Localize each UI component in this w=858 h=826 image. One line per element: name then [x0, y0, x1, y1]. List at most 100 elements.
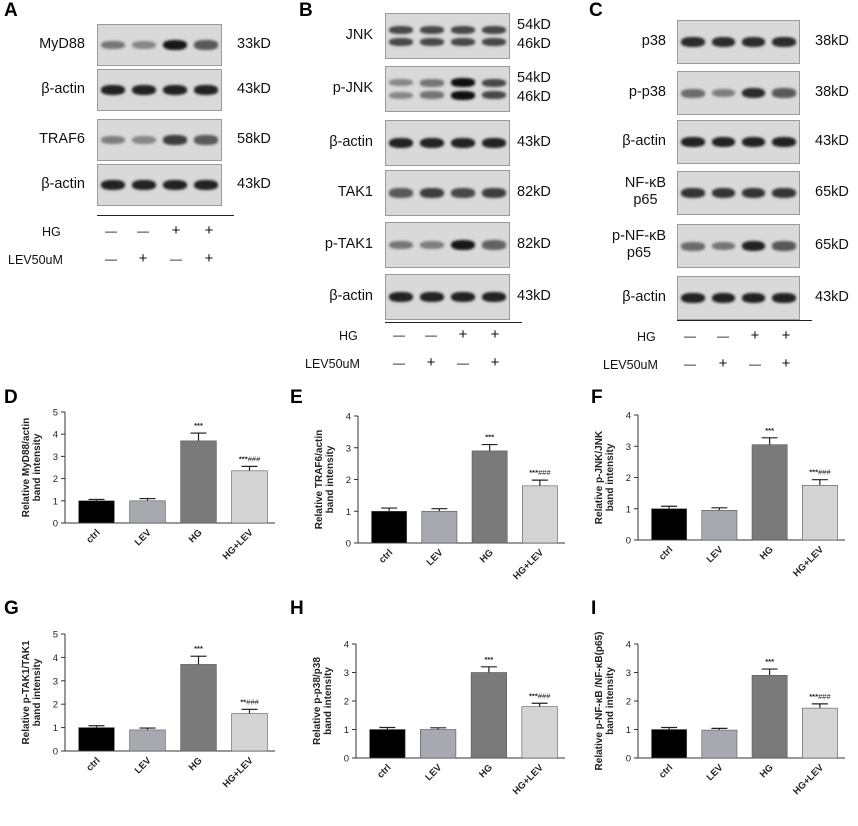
- blot-band: [481, 137, 506, 149]
- significance-label: ***: [484, 655, 493, 664]
- y-tick-label: 4: [53, 430, 58, 441]
- y-tick-label: 3: [344, 668, 349, 679]
- x-category-label: LEV: [423, 762, 444, 783]
- blot-band: [450, 137, 475, 149]
- minus-mark: —: [425, 328, 437, 342]
- blot-size-label: 38kD: [815, 83, 849, 100]
- blot-band: [101, 84, 126, 96]
- chart-letter-h: H: [290, 598, 304, 619]
- blot-band: [741, 187, 766, 199]
- blot-band: [450, 38, 475, 47]
- blot-band: [741, 36, 766, 48]
- bar-hg: [180, 440, 217, 524]
- blot-protein-label: TRAF6: [39, 130, 85, 147]
- blot-band: [389, 79, 414, 87]
- y-tick-label: 5: [53, 630, 58, 641]
- blot-size-label: 43kD: [517, 133, 551, 150]
- blot-strip: [97, 164, 222, 206]
- blot-band: [772, 88, 796, 98]
- blot-band: [772, 292, 796, 304]
- x-category-label: LEV: [705, 762, 726, 783]
- blot-band: [711, 88, 736, 98]
- y-axis-label: band intensity: [605, 443, 616, 511]
- x-category-label: LEV: [425, 547, 446, 568]
- blot-band: [681, 292, 705, 304]
- condition-label: LEV50uM: [305, 357, 360, 371]
- blot-band: [132, 135, 157, 145]
- significance-label: ***###: [809, 692, 831, 701]
- x-category-label: ctrl: [377, 547, 395, 565]
- blot-band: [101, 40, 126, 50]
- significance-label: ***: [765, 657, 774, 666]
- blot-band: [481, 291, 506, 303]
- blot-band: [711, 292, 736, 304]
- x-category-label: ctrl: [657, 544, 675, 562]
- bar-ctrl: [651, 729, 688, 759]
- y-tick-label: 2: [344, 697, 349, 708]
- x-category-label: HG+LEV: [221, 527, 256, 562]
- y-axis-label: band intensity: [323, 667, 334, 735]
- y-tick-label: 2: [53, 474, 58, 485]
- significance-label: ***: [194, 644, 203, 653]
- x-category-label: LEV: [133, 755, 154, 776]
- bar-lev: [701, 510, 738, 541]
- blot-band: [101, 179, 126, 191]
- bar-lev: [129, 729, 166, 752]
- blot-band: [132, 84, 157, 96]
- y-tick-label: 4: [626, 411, 631, 422]
- plus-mark: +: [490, 326, 500, 343]
- condition-separator-line: [385, 322, 522, 323]
- blot-band: [101, 135, 126, 145]
- blot-band: [162, 39, 187, 51]
- plus-mark: +: [138, 250, 148, 267]
- blot-band: [711, 241, 736, 251]
- y-axis-label: Relative p-NF-κB /NF-κB(p65): [594, 632, 605, 771]
- plus-mark: +: [718, 355, 728, 372]
- plus-mark: +: [781, 355, 791, 372]
- plus-mark: +: [781, 327, 791, 344]
- blot-strip: [385, 120, 510, 166]
- blot-protein-label: p38: [641, 32, 666, 49]
- y-tick-label: 1: [344, 725, 349, 736]
- y-tick-label: 0: [344, 754, 349, 765]
- significance-label: ***: [194, 421, 203, 430]
- x-category-label: HG: [758, 762, 776, 780]
- y-tick-label: 1: [626, 504, 631, 515]
- minus-mark: —: [170, 252, 182, 266]
- bar-hg-plus-lev: [801, 707, 838, 759]
- blot-protein-label: β-actin: [622, 132, 666, 149]
- blot-band: [389, 38, 414, 47]
- bar-lev: [421, 510, 458, 544]
- blot-band: [450, 25, 475, 34]
- x-category-label: HG+LEV: [221, 755, 256, 790]
- blot-size-label: 43kD: [517, 287, 551, 304]
- x-category-label: HG+LEV: [791, 762, 826, 797]
- blot-protein-label: p-p38: [628, 83, 666, 100]
- blot-strip: [677, 224, 800, 268]
- blot-band: [193, 40, 218, 50]
- y-tick-label: 2: [626, 697, 631, 708]
- blot-strip: [385, 274, 510, 320]
- blot-size-label: 82kD: [517, 183, 551, 200]
- minus-mark: —: [684, 329, 696, 343]
- plus-mark: +: [171, 222, 181, 239]
- condition-separator-line: [97, 215, 234, 216]
- bar-ctrl: [651, 508, 688, 541]
- y-axis-label: band intensity: [32, 433, 43, 501]
- plus-mark: +: [750, 327, 760, 344]
- bar-hg-plus-lev: [801, 485, 838, 541]
- chart-letter-i: I: [591, 598, 596, 619]
- y-tick-label: 0: [626, 754, 631, 765]
- x-category-label: ctrl: [84, 527, 102, 545]
- y-tick-label: 0: [626, 536, 631, 547]
- y-tick-label: 3: [346, 443, 351, 454]
- blot-band: [711, 187, 736, 199]
- blot-size-label: 33kD: [237, 35, 271, 52]
- minus-mark: —: [393, 356, 405, 370]
- y-tick-label: 0: [53, 747, 58, 758]
- blot-band: [162, 84, 187, 96]
- bar-hg-plus-lev: [521, 706, 558, 759]
- blot-band: [450, 78, 475, 88]
- bar-hg: [470, 672, 507, 759]
- blot-band: [481, 25, 506, 34]
